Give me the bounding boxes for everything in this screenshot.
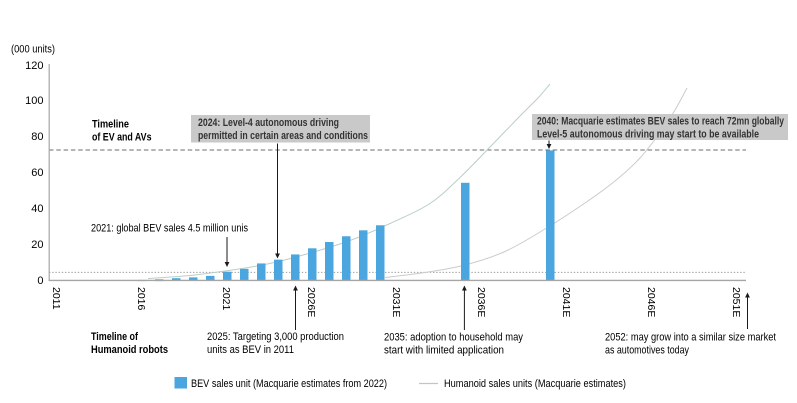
svg-text:2016: 2016 xyxy=(135,287,147,311)
svg-text:BEV sales unit (Macquarie esti: BEV sales unit (Macquarie estimates from… xyxy=(191,378,387,390)
svg-text:2026E: 2026E xyxy=(305,287,317,317)
svg-text:Humanoid robots: Humanoid robots xyxy=(91,344,168,356)
svg-text:2025: Targeting 3,000 producti: 2025: Targeting 3,000 production xyxy=(207,331,344,343)
svg-text:Level-5 autonomous driving may: Level-5 autonomous driving may start to … xyxy=(537,129,759,141)
svg-text:2024: Level-4 autonomous drivi: 2024: Level-4 autonomous driving xyxy=(198,117,339,129)
svg-text:start with limited application: start with limited application xyxy=(384,345,504,357)
svg-text:2046E: 2046E xyxy=(645,287,657,317)
svg-text:permitted in certain areas and: permitted in certain areas and condition… xyxy=(198,130,368,142)
svg-text:100: 100 xyxy=(25,95,43,107)
svg-text:2021: global BEV sales 4.5 mil: 2021: global BEV sales 4.5 million unis xyxy=(91,223,248,235)
svg-text:0: 0 xyxy=(37,275,43,287)
svg-text:(000 units): (000 units) xyxy=(11,44,55,56)
svg-text:2051E: 2051E xyxy=(730,287,742,317)
svg-text:2011: 2011 xyxy=(50,287,62,310)
svg-text:2036E: 2036E xyxy=(475,287,487,317)
svg-text:20: 20 xyxy=(31,239,43,251)
svg-text:Timeline of: Timeline of xyxy=(91,331,138,343)
svg-text:2041E: 2041E xyxy=(560,287,572,317)
svg-text:2035: adoption to household ma: 2035: adoption to household may xyxy=(384,332,523,344)
svg-text:2021: 2021 xyxy=(220,287,232,311)
svg-text:units as BEV in 2011: units as BEV in 2011 xyxy=(207,344,294,356)
svg-text:Humanoid sales units (Macquari: Humanoid sales units (Macquarie estimate… xyxy=(444,378,626,390)
svg-text:40: 40 xyxy=(31,203,43,215)
svg-text:120: 120 xyxy=(25,60,43,72)
svg-text:2052: may grow into a similar: 2052: may grow into a similar size marke… xyxy=(605,332,776,344)
svg-text:2031E: 2031E xyxy=(390,287,402,317)
svg-text:2040: Macquarie estimates BEV: 2040: Macquarie estimates BEV sales to r… xyxy=(537,116,785,128)
svg-text:as automotives today: as automotives today xyxy=(605,345,689,357)
svg-text:Timeline: Timeline xyxy=(92,119,129,131)
svg-text:60: 60 xyxy=(31,167,43,179)
svg-text:80: 80 xyxy=(31,131,43,143)
svg-text:of EV and AVs: of EV and AVs xyxy=(92,132,152,144)
